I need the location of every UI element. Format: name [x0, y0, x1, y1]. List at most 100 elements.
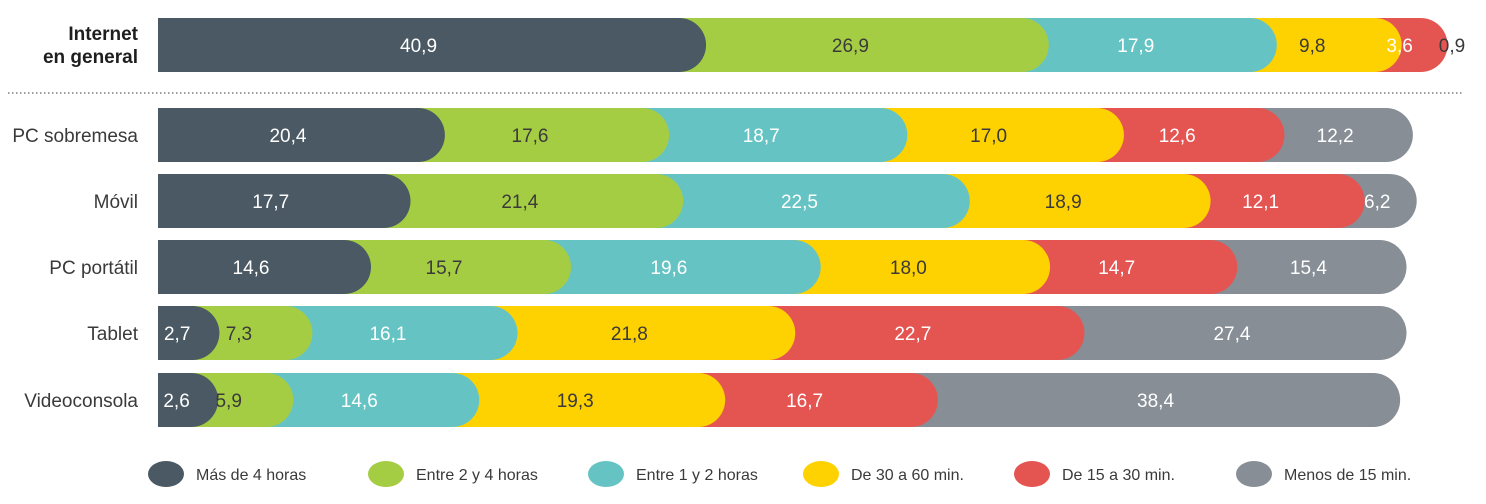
data-label: 21,8 [611, 324, 648, 345]
legend-swatch [1236, 461, 1272, 487]
legend-item: De 30 a 60 min. [803, 461, 964, 487]
bar-segment [629, 174, 970, 228]
legend-item: Entre 2 y 4 horas [368, 461, 538, 487]
data-label: 5,9 [215, 391, 241, 412]
bar-row: PC sobremesa 20,4 17,6 18,7 17,0 12,6 12,2 [12, 108, 1413, 162]
bar-segment [615, 108, 908, 162]
legend-swatch [588, 461, 624, 487]
bar-mark [356, 174, 684, 228]
data-label: 27,4 [1213, 324, 1250, 345]
legend-swatch [368, 461, 404, 487]
data-label: 14,6 [233, 258, 270, 279]
data-label: 17,7 [252, 192, 289, 213]
legend-item: Más de 4 horas [148, 461, 306, 487]
bar-mark [463, 306, 796, 360]
bar-segment [1030, 306, 1407, 360]
bar-segment [258, 306, 518, 360]
data-label: 12,6 [1159, 126, 1196, 147]
data-label: 17,9 [1117, 36, 1154, 57]
bar-segment [517, 240, 821, 294]
data-label: 18,0 [890, 258, 927, 279]
bar-segment [158, 108, 445, 162]
data-label: 2,7 [164, 324, 190, 345]
legend-swatch [1014, 461, 1050, 487]
data-label: 40,9 [400, 36, 437, 57]
bar-mark [158, 174, 411, 228]
bar-segment [158, 18, 707, 72]
legend-item: De 15 a 30 min. [1014, 461, 1175, 487]
category-label: Móvil [94, 192, 138, 213]
bar-mark [1156, 174, 1365, 228]
legend-label: De 30 a 60 min. [851, 467, 964, 484]
legend-label: Entre 2 y 4 horas [416, 467, 538, 484]
bar-mark [158, 240, 372, 294]
bar-segment [671, 373, 938, 427]
legend-swatch [803, 461, 839, 487]
bar-mark [158, 108, 445, 162]
bar-mark [671, 373, 938, 427]
bar-mark [1183, 240, 1407, 294]
data-label: 2,6 [163, 391, 189, 412]
bar-segment [853, 108, 1124, 162]
bar-mark [425, 373, 726, 427]
data-label: 19,6 [650, 258, 687, 279]
bar-mark [158, 18, 707, 72]
bar-segment [741, 306, 1085, 360]
bar-row: PC portátil 14,6 15,7 19,6 18,0 14,7 15,4 [49, 240, 1407, 294]
bar-mark [158, 373, 219, 427]
category-label: PC portátil [49, 258, 138, 279]
category-label: Tablet [87, 324, 138, 345]
data-label: 15,7 [426, 258, 463, 279]
bar-mark [766, 240, 1051, 294]
bar-segment [915, 174, 1211, 228]
bar-mark [258, 306, 518, 360]
bar-segment [356, 174, 684, 228]
bar-segment [1183, 240, 1407, 294]
legend-label: Entre 1 y 2 horas [636, 467, 758, 484]
data-label: 18,7 [743, 126, 780, 147]
bar-segment [158, 306, 220, 360]
bar-segment [1069, 108, 1285, 162]
data-label: 22,7 [894, 324, 931, 345]
data-label: 12,1 [1242, 192, 1279, 213]
category-label: Internet [68, 24, 138, 45]
bar-mark [390, 108, 670, 162]
bar-row: Videoconsola 2,6 5,9 14,6 19,3 16,7 38,4 [24, 373, 1401, 427]
bar-mark [629, 174, 970, 228]
bar-mark [853, 108, 1124, 162]
bar-segment [463, 306, 796, 360]
bar-segment [994, 18, 1277, 72]
data-label: 3,6 [1386, 36, 1412, 57]
data-label: 20,4 [269, 126, 306, 147]
bar-mark [915, 174, 1211, 228]
legend-label: Menos de 15 min. [1284, 467, 1411, 484]
legend-item: Entre 1 y 2 horas [588, 461, 758, 487]
bar-segment [1156, 174, 1365, 228]
legend-label: De 15 a 30 min. [1062, 467, 1175, 484]
data-label: 14,6 [341, 391, 378, 412]
category-label: en general [43, 47, 138, 68]
bar-mark [1030, 306, 1407, 360]
category-label: PC sobremesa [12, 126, 138, 147]
category-label: Videoconsola [24, 391, 138, 412]
data-label: 0,9 [1439, 36, 1465, 57]
bar-segment [766, 240, 1051, 294]
bar-segment [158, 174, 411, 228]
data-label: 38,4 [1137, 391, 1174, 412]
data-label: 18,9 [1045, 192, 1082, 213]
bar-mark [158, 306, 220, 360]
data-label: 17,0 [970, 126, 1007, 147]
legend-swatch [148, 461, 184, 487]
bar-mark [239, 373, 480, 427]
bar-mark [883, 373, 1401, 427]
bar-segment [652, 18, 1049, 72]
bar-row: Tablet 2,7 7,3 16,1 21,8 22,7 27,4 [87, 306, 1407, 360]
bar-segment [883, 373, 1401, 427]
data-label: 7,3 [226, 324, 252, 345]
bar-segment [425, 373, 726, 427]
bar-row: Móvil 17,7 21,4 22,5 18,9 12,1 6,2 [94, 174, 1417, 228]
data-label: 21,4 [501, 192, 538, 213]
data-label: 19,3 [557, 391, 594, 412]
